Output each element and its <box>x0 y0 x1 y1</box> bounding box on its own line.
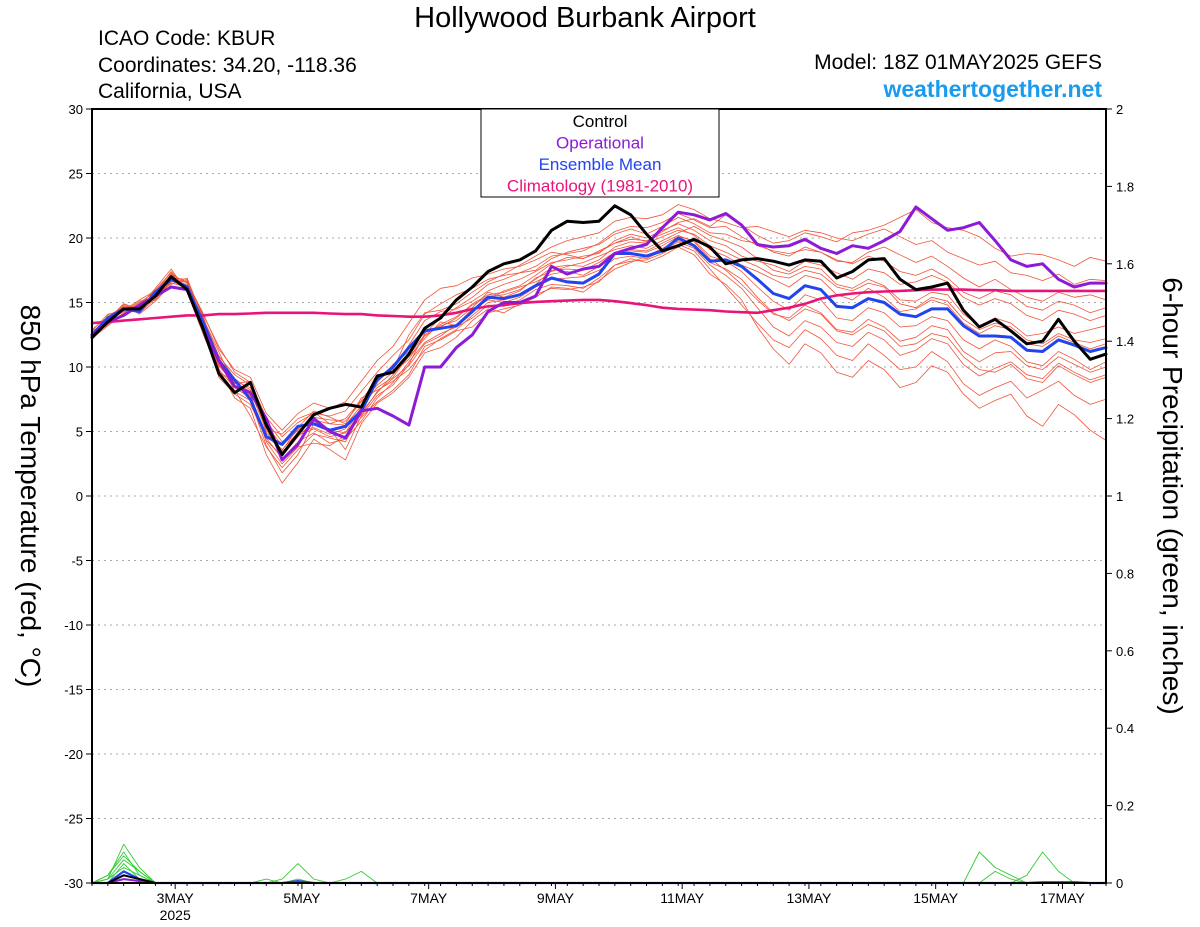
y-tick-label: 20 <box>69 231 83 246</box>
precip-member-line <box>91 851 1107 884</box>
site-link[interactable]: weathertogether.net <box>883 76 1102 102</box>
y2-tick-label: 1.8 <box>1116 179 1134 194</box>
x-tick-label: 17MAY <box>1040 890 1086 906</box>
x-tick-label: 9MAY <box>537 890 575 906</box>
coordinates: Coordinates: 34.20, -118.36 <box>98 54 357 77</box>
precip-member-line <box>91 867 1107 884</box>
y-tick-label: 5 <box>76 425 83 440</box>
legend-item: Control <box>573 112 628 131</box>
ensemble-member-line <box>91 227 1107 431</box>
y2-tick-label: 1.6 <box>1116 257 1134 272</box>
precip-member-line <box>91 851 1107 884</box>
y2-tick-label: 1.2 <box>1116 412 1134 427</box>
precip-member-line <box>91 870 1107 884</box>
control-line <box>90 204 1108 457</box>
precip-control-line <box>91 874 1107 884</box>
y-tick-label: -25 <box>64 812 83 827</box>
climatology-line <box>90 288 1108 325</box>
ensemble-member-line <box>91 213 1107 438</box>
ensemble-member-line <box>91 241 1107 453</box>
x-tick-label: 15MAY <box>913 890 959 906</box>
y2-tick-label: 0.4 <box>1116 721 1134 736</box>
ensemble-member-line <box>91 204 1107 435</box>
y-tick-label: 15 <box>69 296 83 311</box>
ensemble-member-line <box>91 216 1107 474</box>
precip-member-line <box>91 843 1107 884</box>
ensemble-member-line <box>91 225 1107 443</box>
y2-tick-label: 0.6 <box>1116 644 1134 659</box>
y-tick-label: -15 <box>64 683 83 698</box>
precip-member-line <box>91 851 1107 884</box>
page-title: Hollywood Burbank Airport <box>414 2 756 34</box>
x-tick-label: 3MAY <box>157 890 195 906</box>
y-tick-label: -10 <box>64 618 83 633</box>
ensemble-member-line <box>91 236 1107 451</box>
y-tick-label: 0 <box>76 489 83 504</box>
y2-tick-label: 0 <box>1116 876 1123 891</box>
y2-tick-label: 0.8 <box>1116 566 1134 581</box>
region: California, USA <box>98 80 242 103</box>
ensemble-member-line <box>91 244 1107 484</box>
x-tick-label: 7MAY <box>410 890 448 906</box>
x-tick-label: 13MAY <box>786 890 832 906</box>
y-tick-label: -30 <box>64 876 83 891</box>
precip-mean-line <box>90 870 1108 885</box>
y-tick-label: 10 <box>69 360 83 375</box>
operational-line <box>90 205 1108 462</box>
y2-tick-label: 1 <box>1116 489 1123 504</box>
model-run: Model: 18Z 01MAY2025 GEFS <box>814 51 1102 74</box>
y2-tick-label: 1.4 <box>1116 334 1134 349</box>
y-tick-label: -5 <box>71 554 83 569</box>
legend: Control Operational Ensemble Mean Climatolo… <box>480 108 720 198</box>
legend-item: Climatology (1981-2010) <box>507 177 693 196</box>
x-tick-sublabel: 2025 <box>160 907 191 923</box>
y2-tick-label: 2 <box>1116 102 1123 117</box>
ensemble-mean-line <box>90 236 1108 446</box>
icao-code: ICAO Code: KBUR <box>98 27 276 50</box>
ensemble-member-line <box>91 246 1107 460</box>
y2-tick-label: 0.2 <box>1116 799 1134 814</box>
precip-member-line <box>91 855 1107 884</box>
x-tick-label: 11MAY <box>660 890 704 906</box>
legend-item: Ensemble Mean <box>539 155 662 174</box>
plot-frame <box>91 108 1107 884</box>
ensemble-member-line <box>91 223 1107 457</box>
y-tick-label: 25 <box>69 167 83 182</box>
y-tick-label: -20 <box>64 747 83 762</box>
y-tick-label: 30 <box>69 102 83 117</box>
legend-box <box>480 108 720 198</box>
legend-item: Operational <box>556 134 644 153</box>
x-tick-label: 5MAY <box>283 890 321 906</box>
